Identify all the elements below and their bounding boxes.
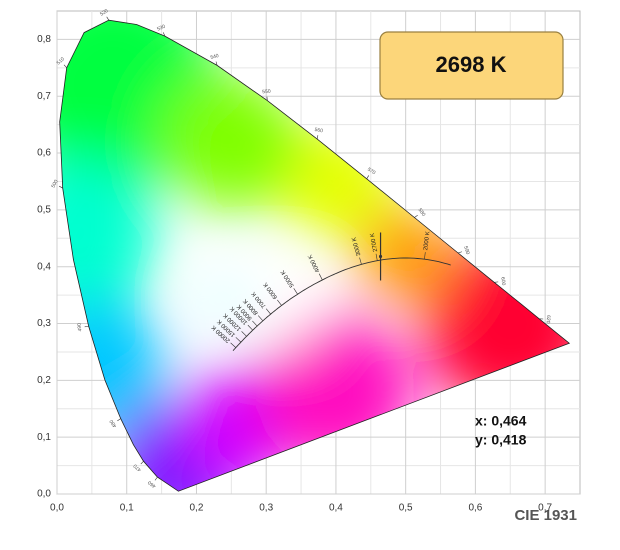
y-tick-label: 0,2 [37, 375, 51, 386]
y-tick-label: 0,4 [37, 261, 51, 272]
wavelength-label: 600 [499, 277, 506, 286]
wavelength-tick [140, 460, 144, 465]
x-tick-label: 0,1 [120, 503, 134, 514]
y-tick-label: 0,1 [37, 432, 51, 443]
cct-label: 3000 K [352, 236, 363, 256]
point [378, 254, 383, 259]
wavelength-label: 570 [366, 167, 376, 177]
wavelength-label: 620 [545, 315, 551, 324]
y-tick-label: 0,6 [37, 148, 51, 159]
spectral-locus [59, 19, 571, 492]
wavelength-tick [154, 476, 158, 481]
wavelength-label: 490 [77, 323, 84, 332]
cct-tick [252, 320, 258, 327]
cct-tick [375, 253, 378, 261]
wavelength-tick [117, 418, 121, 422]
wavelength-tick [59, 185, 63, 189]
y-tick-label: 0,7 [37, 91, 51, 102]
cct-tick [318, 273, 323, 281]
wavelength-label: 550 [262, 89, 271, 96]
x-readout: x: 0,464 [475, 413, 527, 429]
cct-readout: 2698 K [436, 52, 507, 77]
y-tick-label: 0,0 [37, 489, 51, 500]
cct-tick [247, 324, 253, 331]
chart-title: CIE 1931 [514, 507, 577, 524]
wavelength-label: 530 [156, 24, 166, 33]
wavelength-label: 540 [210, 53, 220, 61]
wavelength-label: 460 [147, 479, 157, 489]
color-blob [161, 71, 302, 212]
x-tick-label: 0,7 [538, 503, 552, 514]
y-tick-label: 0,3 [37, 318, 51, 329]
wavelength-tick [414, 214, 418, 218]
cct-label: 2000 K [423, 231, 431, 251]
planckian-locus [232, 257, 451, 351]
color-blob [194, 270, 255, 331]
cct-tick [265, 308, 271, 315]
cct-tick [277, 299, 282, 306]
wavelength-label: 480 [109, 418, 119, 428]
wavelength-label: 580 [417, 207, 427, 217]
cct-tick [293, 288, 298, 295]
cct-tick [258, 315, 264, 321]
wavelength-label: 500 [50, 179, 59, 189]
cct-label: 2700 K [370, 232, 379, 252]
y-readout: y: 0,418 [475, 432, 527, 448]
x-tick-label: 0,6 [468, 503, 482, 514]
x-tick-label: 0,0 [50, 503, 64, 514]
wavelength-label: 590 [462, 245, 470, 255]
cct-tick [230, 342, 237, 348]
cct-tick [241, 331, 247, 337]
wavelength-tick [366, 175, 370, 179]
x-tick-label: 0,5 [399, 503, 413, 514]
wavelength-tick [458, 251, 463, 254]
x-tick-label: 0,4 [329, 503, 343, 514]
y-tick-label: 0,5 [37, 205, 51, 216]
cct-tick [235, 337, 242, 343]
wavelength-label: 520 [99, 8, 109, 18]
wavelength-tick [106, 16, 110, 21]
wavelength-label: 560 [314, 127, 323, 134]
wavelength-label: 470 [132, 462, 142, 472]
cct-tick [424, 252, 426, 260]
wavelength-tick [162, 32, 166, 37]
wavelength-tick [63, 64, 67, 68]
y-tick-label: 0,8 [37, 34, 51, 45]
x-tick-label: 0,2 [190, 503, 204, 514]
readout-box [379, 31, 564, 100]
wavelength-tick [215, 61, 218, 66]
wavelength-label: 510 [56, 56, 66, 66]
color-blob [59, 158, 158, 319]
cct-tick [359, 257, 362, 265]
wavelength-tick [316, 135, 319, 140]
x-tick-label: 0,3 [259, 503, 273, 514]
